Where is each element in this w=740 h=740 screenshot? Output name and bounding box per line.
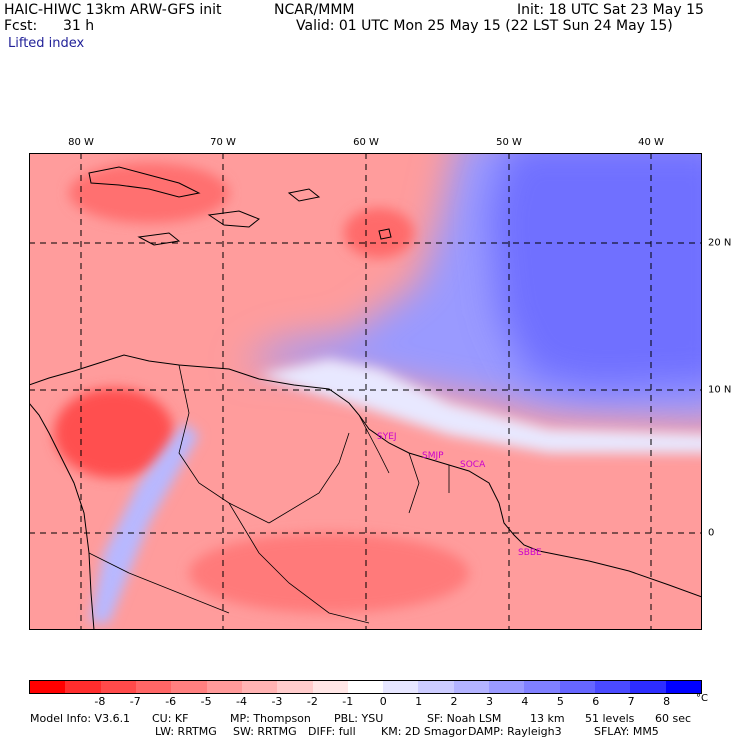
- colorbar-swatch: [630, 681, 666, 693]
- colorbar-tick-label: 2: [450, 695, 458, 708]
- colorbar-tick-label: -8: [94, 695, 106, 708]
- colorbar-tick-label: -2: [306, 695, 318, 708]
- model-info-levels: 51 levels: [585, 712, 635, 725]
- country-borders: [88, 364, 450, 624]
- colorbar-swatch: [524, 681, 560, 693]
- colorbar-unit: °C: [696, 693, 708, 704]
- model-info-version: Model Info: V3.6.1: [30, 712, 131, 725]
- stable-core: [489, 153, 702, 389]
- colorbar-swatch: [312, 681, 348, 693]
- colorbar-swatch: [595, 681, 631, 693]
- colorbar-tick-label: -5: [200, 695, 212, 708]
- model-info-sflay: SFLAY: MM5: [594, 725, 659, 738]
- lon-label-50w: 50 W: [496, 137, 522, 148]
- lon-label-60w: 60 W: [353, 137, 379, 148]
- colorbar-swatch: [418, 681, 454, 693]
- lifted-index-map: [29, 153, 702, 630]
- colorbar-tick-label: 3: [485, 695, 493, 708]
- lat-label-10n: 10 N: [708, 384, 732, 396]
- station-label: SBBE: [518, 548, 542, 558]
- colorbar-tick-label: -6: [165, 695, 177, 708]
- colorbar-swatch: [277, 681, 313, 693]
- colorbar-swatch: [489, 681, 525, 693]
- lon-label-40w: 40 W: [638, 137, 664, 148]
- neutral-band: [259, 359, 702, 453]
- model-info-resolution: 13 km: [530, 712, 565, 725]
- colorbar: [29, 680, 702, 694]
- forecast-label: Fcst:: [4, 18, 38, 34]
- forecast-hour: 31 h: [63, 18, 95, 34]
- unstable-pocket-colombia: [54, 388, 174, 478]
- model-info-sf: SF: Noah LSM: [427, 712, 502, 725]
- colorbar-swatch: [100, 681, 136, 693]
- colorbar-tick-label: -3: [271, 695, 283, 708]
- map-canvas: [29, 153, 702, 630]
- lon-label-80w: 80 W: [68, 137, 94, 148]
- colorbar-tick-label: 1: [415, 695, 423, 708]
- colorbar-tick-label: -7: [129, 695, 141, 708]
- organization: NCAR/MMM: [274, 2, 355, 18]
- model-info-lw: LW: RRTMG: [155, 725, 217, 738]
- model-info-damp: DAMP: Rayleigh3: [468, 725, 562, 738]
- colorbar-swatch: [65, 681, 101, 693]
- field-name: Lifted index: [8, 36, 85, 51]
- map-frame: [29, 153, 702, 630]
- colorbar-tick-label: 7: [627, 695, 635, 708]
- station-label: SMJP: [422, 451, 444, 461]
- model-info-km: KM: 2D Smagor: [381, 725, 467, 738]
- coastlines: [29, 166, 702, 630]
- colorbar-swatch: [135, 681, 172, 693]
- model-info-pbl: PBL: YSU: [334, 712, 384, 725]
- model-title: HAIC-HIWC 13km ARW-GFS init: [4, 2, 222, 18]
- model-info-diff: DIFF: full: [308, 725, 356, 738]
- model-info-mp: MP: Thompson: [230, 712, 311, 725]
- colorbar-swatch: [559, 681, 595, 693]
- colorbar-swatch: [347, 681, 384, 693]
- colorbar-swatch: [171, 681, 207, 693]
- valid-time: Valid: 01 UTC Mon 25 May 15 (22 LST Sun …: [296, 18, 673, 34]
- colorbar-tick-label: 4: [521, 695, 529, 708]
- model-info-timestep: 60 sec: [655, 712, 692, 725]
- colorbar-tick-label: 5: [556, 695, 564, 708]
- lat-label-equator: 0: [708, 527, 715, 539]
- colorbar-swatch: [30, 681, 66, 693]
- colorbar-tick-label: -1: [342, 695, 354, 708]
- colorbar-tick-label: -4: [236, 695, 247, 708]
- colorbar-swatch: [453, 681, 490, 693]
- model-info-cu: CU: KF: [152, 712, 189, 725]
- colorbar-tick-label: 8: [663, 695, 671, 708]
- colorbar-swatch: [241, 681, 278, 693]
- station-label: SYEJ: [377, 432, 397, 442]
- station-label: SOCA: [460, 460, 486, 470]
- model-info-sw: SW: RRTMG: [233, 725, 297, 738]
- colorbar-tick-label: 6: [592, 695, 600, 708]
- colorbar-swatch: [665, 681, 701, 693]
- unstable-band-amazon: [189, 533, 469, 613]
- graticule: [29, 153, 702, 630]
- init-time: Init: 18 UTC Sat 23 May 15: [517, 2, 704, 18]
- lat-label-20n: 20 N: [708, 237, 732, 249]
- unstable-pocket-cuba: [69, 163, 229, 223]
- colorbar-tick-label: 0: [379, 695, 387, 708]
- colorbar-swatch: [206, 681, 242, 693]
- colorbar-swatch: [383, 681, 419, 693]
- lon-label-70w: 70 W: [210, 137, 236, 148]
- andes-strip: [89, 423, 199, 623]
